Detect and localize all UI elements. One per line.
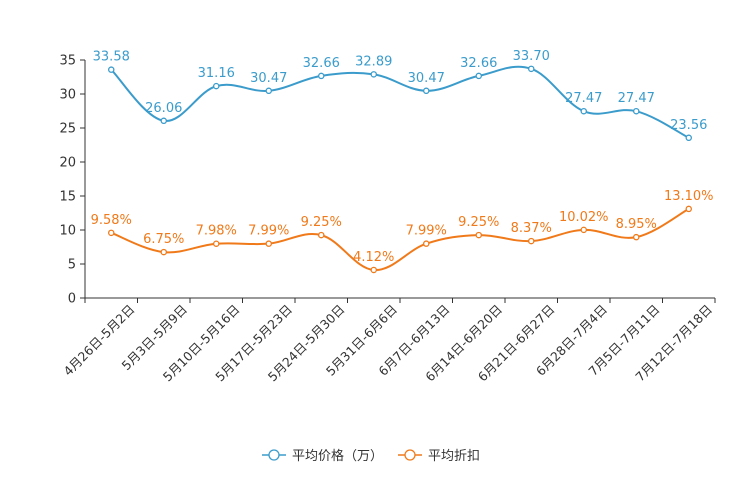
data-label: 30.47 (408, 71, 445, 86)
data-label: 32.66 (303, 56, 340, 71)
data-label: 27.47 (618, 91, 655, 106)
data-point (633, 233, 640, 241)
data-label: 4.12% (353, 250, 394, 265)
data-label: 7.99% (406, 224, 447, 239)
data-point (317, 72, 325, 80)
y-tick-label: 20 (59, 156, 76, 171)
data-label: 13.10% (664, 189, 714, 204)
data-point (370, 266, 377, 274)
data-label: 8.95% (616, 217, 657, 232)
legend-marker (268, 449, 280, 461)
data-label: 27.47 (565, 91, 602, 106)
data-label: 32.89 (355, 54, 392, 69)
series-average-price: 33.58 26.06 31.16 30.47 32.66 32.89 30.47 32.66… (93, 49, 707, 142)
data-label: 6.75% (143, 232, 184, 247)
data-point (370, 71, 377, 78)
data-point (212, 240, 220, 247)
data-point (160, 248, 167, 256)
data-label: 23.56 (670, 118, 707, 133)
y-tick-label: 10 (59, 224, 76, 239)
y-tick-label: 0 (68, 292, 76, 307)
chart-legend[interactable]: 平均价格（万） 平均折扣 (262, 448, 480, 464)
data-label: 32.66 (460, 56, 497, 71)
legend-item-average-discount[interactable]: 平均折扣 (398, 449, 480, 464)
data-point (475, 231, 482, 239)
data-label: 30.47 (250, 71, 287, 86)
series-average-discount: 9.58% 6.75% 7.98% 7.99% 9.25% 4.12% 7.99% 9.25%… (91, 189, 714, 274)
data-point (422, 240, 430, 247)
data-point (108, 66, 115, 73)
data-label: 26.06 (145, 101, 182, 116)
data-point (265, 87, 272, 95)
data-point (685, 205, 693, 213)
y-tick-label: 35 (59, 54, 76, 69)
data-label: 9.58% (91, 213, 132, 228)
legend-marker (404, 449, 416, 461)
y-tick-label: 15 (59, 190, 76, 205)
legend-label: 平均价格（万） (292, 448, 383, 464)
series-layer: 33.58 26.06 31.16 30.47 32.66 32.89 30.47 32.66… (91, 49, 714, 274)
data-label: 7.98% (196, 224, 237, 239)
data-point (528, 237, 535, 245)
data-point (528, 65, 535, 73)
y-tick-label: 5 (68, 258, 76, 273)
data-point (580, 226, 588, 234)
data-point (685, 134, 693, 142)
data-point (633, 107, 640, 115)
data-label: 8.37% (511, 221, 552, 236)
data-point (475, 72, 482, 80)
data-label: 9.25% (301, 215, 342, 230)
data-label: 9.25% (458, 215, 499, 230)
data-label: 31.16 (198, 66, 235, 81)
data-point (422, 87, 430, 95)
data-point (317, 231, 325, 239)
data-label: 7.99% (248, 224, 289, 239)
data-label: 33.58 (93, 50, 130, 65)
data-label: 10.02% (559, 210, 609, 225)
data-point (265, 240, 272, 247)
data-label: 33.70 (513, 49, 550, 64)
data-point (108, 229, 115, 237)
data-point (580, 107, 588, 115)
legend-item-average-price[interactable]: 平均价格（万） (262, 448, 383, 464)
y-tick-label: 25 (59, 122, 76, 137)
legend-label: 平均折扣 (428, 449, 480, 464)
data-point (160, 117, 167, 125)
data-point (212, 82, 220, 90)
y-tick-label: 30 (59, 88, 76, 103)
